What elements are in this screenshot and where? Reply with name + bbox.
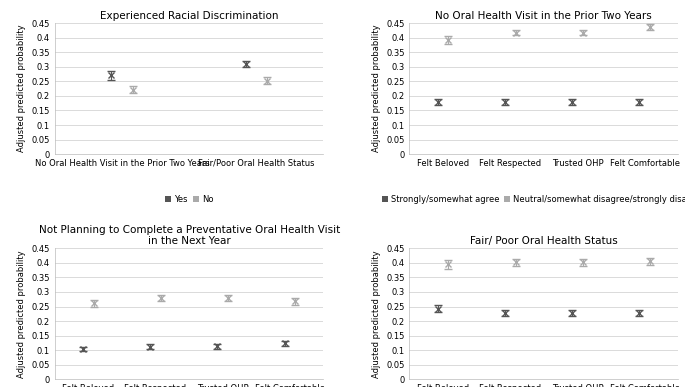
Y-axis label: Adjusted predicted probability: Adjusted predicted probability [371,250,381,378]
Legend: Yes, No: Yes, No [165,195,213,204]
Title: Not Planning to Complete a Preventative Oral Health Visit
in the Next Year: Not Planning to Complete a Preventative … [38,224,340,246]
Y-axis label: Adjusted predicted probability: Adjusted predicted probability [371,25,381,152]
Y-axis label: Adjusted predicted probability: Adjusted predicted probability [17,25,26,152]
Title: No Oral Health Visit in the Prior Two Years: No Oral Health Visit in the Prior Two Ye… [436,11,652,21]
Y-axis label: Adjusted predicted probability: Adjusted predicted probability [17,250,26,378]
Title: Experienced Racial Discrimination: Experienced Racial Discrimination [100,11,278,21]
Title: Fair/ Poor Oral Health Status: Fair/ Poor Oral Health Status [470,236,618,246]
Legend: Strongly/somewhat agree, Neutral/somewhat disagree/strongly disagree: Strongly/somewhat agree, Neutral/somewha… [382,195,685,204]
